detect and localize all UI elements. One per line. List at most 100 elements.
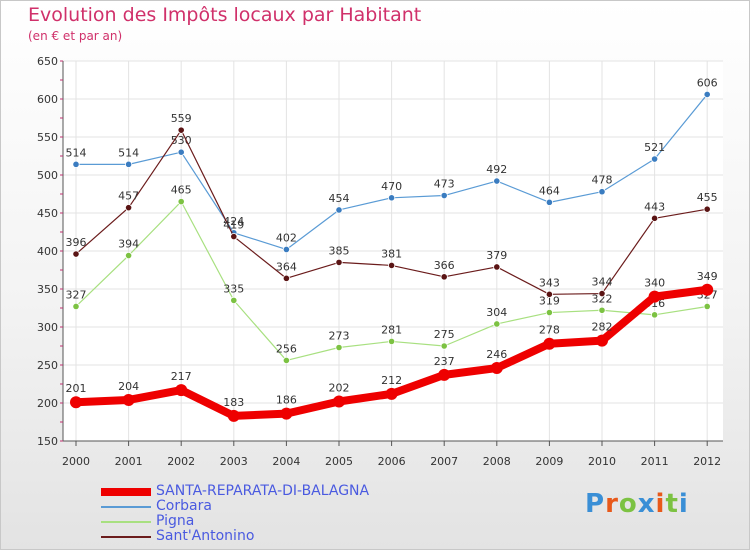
data-label: 470 [381,180,402,193]
data-point [438,368,451,381]
legend-swatch [101,506,151,508]
data-point [70,396,82,409]
legend-label: Corbara [156,498,212,514]
x-tick-label: 2011 [641,455,669,468]
data-point [333,395,345,408]
data-label: 478 [592,174,613,187]
data-point [598,306,606,314]
legend-label: Sant'Antonino [156,528,255,544]
data-point [282,356,290,365]
data-label: 394 [118,238,139,251]
data-point [598,289,606,298]
y-tick-label: 600 [37,93,58,106]
data-label: 335 [223,282,244,295]
proxiti-logo: Proxiti [585,489,689,519]
data-label: 473 [434,178,455,191]
x-tick-label: 2006 [378,455,406,468]
logo-letter: o [618,489,638,519]
data-label: 340 [644,277,665,290]
y-tick-label: 400 [37,245,58,258]
data-point [230,232,238,241]
data-label: 319 [539,295,560,308]
data-label: 256 [276,342,297,355]
legend-swatch [101,536,151,538]
data-label: 275 [434,328,455,341]
data-point [335,258,343,266]
data-point [227,409,240,422]
x-tick-label: 2003 [220,455,248,468]
logo-letter: r [605,489,619,519]
data-label: 424 [223,215,244,228]
data-label: 514 [66,146,87,159]
data-label: 237 [434,355,455,368]
data-point [280,407,293,420]
x-tick-label: 2007 [430,455,458,468]
data-point [440,191,448,200]
data-point [703,205,711,213]
data-label: 304 [486,306,507,319]
data-label: 364 [276,260,297,273]
data-label: 281 [381,323,402,336]
data-label: 282 [592,321,613,334]
data-label: 559 [171,112,192,125]
data-point [125,204,133,212]
data-point [545,198,554,206]
data-label: 457 [118,190,139,203]
y-tick-label: 450 [37,207,58,220]
data-label: 349 [697,270,718,283]
logo-letter: i [655,489,666,519]
x-tick-label: 2010 [588,455,616,468]
data-label: 322 [592,292,613,305]
data-point [122,393,135,406]
y-tick-label: 300 [37,321,58,334]
data-label: 246 [486,348,507,361]
data-label: 204 [118,380,139,393]
data-label: 273 [329,330,350,343]
data-label: 492 [486,163,507,176]
data-label: 419 [223,219,244,232]
data-point [335,206,343,214]
data-point [387,194,396,202]
logo-letter: t [665,489,679,519]
data-point [648,290,661,303]
data-point [177,198,185,206]
data-point [703,302,711,311]
data-label: 201 [66,382,87,395]
data-point [72,160,80,168]
data-point [545,308,554,317]
x-tick-label: 2012 [693,455,721,468]
legend-swatch [101,521,151,523]
data-point [650,155,659,163]
data-point [596,334,608,347]
x-tick-label: 2000 [62,455,90,468]
data-point [385,387,398,400]
data-label: 183 [223,396,244,409]
data-label: 455 [697,191,718,204]
y-tick-label: 200 [37,397,58,410]
data-label: 396 [66,236,87,249]
x-tick-label: 2008 [483,455,511,468]
data-label: 343 [539,276,560,289]
data-point [230,296,238,304]
data-point [650,214,659,222]
y-tick-label: 650 [37,55,58,68]
data-label: 464 [539,184,560,197]
data-label: 217 [171,370,192,383]
data-point [125,251,133,260]
data-label: 514 [118,146,139,159]
data-label: 212 [381,374,402,387]
x-tick-label: 2004 [272,455,300,468]
data-label: 521 [644,141,665,154]
data-point [335,343,343,352]
data-point [125,160,133,168]
data-label: 202 [329,381,350,394]
logo-letter: P [585,489,606,519]
chart-subtitle: (en € et par an) [28,29,123,43]
data-point [387,261,396,270]
data-point [490,362,503,375]
logo-letter: i [678,489,689,519]
data-label: 327 [66,288,87,301]
data-point [703,90,711,99]
